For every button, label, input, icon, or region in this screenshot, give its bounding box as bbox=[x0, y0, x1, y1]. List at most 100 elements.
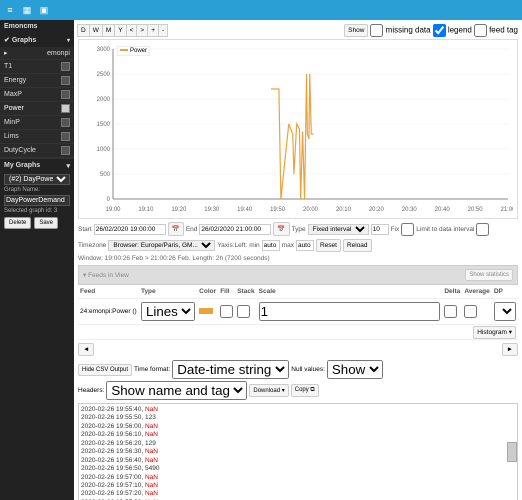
stack-check[interactable] bbox=[237, 305, 250, 318]
svg-text:3000: 3000 bbox=[97, 47, 111, 53]
prev-icon[interactable]: ◄ bbox=[78, 343, 94, 356]
window-info: Window: 19:00:26 Feb > 21:00:26 Feb. Len… bbox=[78, 255, 518, 262]
svg-text:19:20: 19:20 bbox=[171, 207, 187, 213]
copy-button[interactable]: Copy ⧉ bbox=[291, 384, 319, 397]
csv-row: 2020-02-26 19:56:40, NaN bbox=[81, 457, 515, 465]
ymin-input[interactable] bbox=[262, 240, 280, 251]
start-input[interactable] bbox=[94, 224, 166, 235]
feed-row[interactable]: Lims bbox=[0, 130, 74, 144]
feeds-table: FeedTypeColorFillStackScaleDeltaAverageD… bbox=[78, 285, 518, 340]
zoom-buttons: DWMY<>+- bbox=[78, 24, 168, 37]
type-select[interactable]: Lines bbox=[141, 302, 195, 321]
csv-row: 2020-02-26 19:57:20, NaN bbox=[81, 490, 515, 498]
delta-check[interactable] bbox=[444, 305, 457, 318]
feeds-panel-header[interactable]: ▾ Feeds in View Show statistics bbox=[78, 265, 518, 285]
calendar-icon[interactable]: 📅 bbox=[168, 222, 184, 236]
svg-text:19:10: 19:10 bbox=[138, 207, 154, 213]
avg-check[interactable] bbox=[464, 305, 477, 318]
fix-check[interactable] bbox=[401, 223, 414, 236]
tz-select[interactable]: Browser: Europe/Paris, GM... bbox=[108, 240, 215, 251]
delete-button[interactable]: Delete bbox=[4, 217, 31, 229]
csv-row: 2020-02-26 19:57:00, NaN bbox=[81, 474, 515, 482]
zoom-btn[interactable]: M bbox=[102, 24, 115, 37]
reload-button[interactable]: Reload bbox=[343, 239, 372, 252]
feed-row[interactable]: T1 bbox=[0, 60, 74, 74]
nullvalues-select[interactable]: Show bbox=[327, 360, 383, 379]
svg-text:2500: 2500 bbox=[97, 72, 111, 78]
hide-csv-button[interactable]: Hide CSV Output bbox=[78, 364, 132, 376]
chart[interactable]: Power 0 500 1000 1500 2000 2500 3000 19:00 19:10… bbox=[78, 39, 518, 219]
menu-icon[interactable]: ≡ bbox=[3, 3, 17, 17]
graph-name-label: Graph Name: bbox=[0, 187, 74, 193]
brand: Emoncms bbox=[0, 20, 74, 33]
csv-row: 2020-02-26 19:56:00, NaN bbox=[81, 423, 515, 431]
svg-text:20:10: 20:10 bbox=[336, 207, 352, 213]
app-icon[interactable]: ▣ bbox=[37, 3, 51, 17]
calendar-icon[interactable]: 📅 bbox=[273, 222, 289, 236]
svg-text:20:20: 20:20 bbox=[369, 207, 385, 213]
svg-text:2000: 2000 bbox=[97, 97, 111, 103]
sidebar: Emoncms ✔ Graphs▾ ▸ emonpi T1EnergyMaxPP… bbox=[0, 20, 74, 500]
csv-row: 2020-02-26 19:56:20, 129 bbox=[81, 440, 515, 448]
svg-text:20:40: 20:40 bbox=[435, 207, 451, 213]
end-input[interactable] bbox=[199, 224, 271, 235]
timeformat-select[interactable]: Date-time string bbox=[172, 360, 289, 379]
scale-input[interactable] bbox=[259, 302, 440, 321]
download-button[interactable]: Download ▾ bbox=[249, 384, 288, 397]
feed-row[interactable]: Energy bbox=[0, 74, 74, 88]
svg-text:19:50: 19:50 bbox=[270, 207, 286, 213]
tiles-icon[interactable]: ▦ bbox=[20, 3, 34, 17]
zoom-btn[interactable]: - bbox=[158, 24, 168, 37]
feed-row[interactable]: DutyCycle bbox=[0, 144, 74, 158]
color-swatch[interactable] bbox=[199, 308, 213, 314]
feed-row[interactable]: Power bbox=[0, 102, 74, 116]
feed-row[interactable]: MaxP bbox=[0, 88, 74, 102]
scrollbar-thumb[interactable] bbox=[507, 442, 517, 462]
node-row[interactable]: ▸ emonpi bbox=[0, 47, 74, 60]
csv-row: 2020-02-26 19:56:10, NaN bbox=[81, 431, 515, 439]
table-row: 24:emonpi:Power () Lines bbox=[78, 299, 518, 325]
type-select[interactable]: Fixed interval bbox=[308, 224, 369, 235]
csv-row: 2020-02-26 19:55:40, NaN bbox=[81, 406, 515, 414]
next-icon[interactable]: ► bbox=[502, 343, 518, 356]
csv-row: 2020-02-26 19:57:10, NaN bbox=[81, 482, 515, 490]
svg-text:19:40: 19:40 bbox=[237, 207, 253, 213]
range-controls: Start 📅 End 📅 Type Fixed interval Fix Li… bbox=[78, 222, 518, 236]
csv-toolbar: Hide CSV Output Time format: Date-time s… bbox=[78, 360, 518, 400]
histogram-button[interactable]: Histogram ▾ bbox=[473, 326, 516, 339]
feedtag-toggle[interactable]: feed tag bbox=[474, 24, 518, 37]
zoom-btn[interactable]: W bbox=[89, 24, 103, 37]
ymax-input[interactable] bbox=[296, 240, 314, 251]
graph-name-input[interactable] bbox=[4, 195, 70, 206]
limit-check[interactable] bbox=[476, 223, 489, 236]
headers-select[interactable]: Show name and tag bbox=[106, 381, 247, 400]
svg-text:19:30: 19:30 bbox=[204, 207, 220, 213]
save-button[interactable]: Save bbox=[34, 217, 58, 229]
chart-legend: Power bbox=[117, 46, 150, 56]
main-panel: DWMY<>+- Show missing data legend feed t… bbox=[74, 20, 522, 500]
svg-text:1500: 1500 bbox=[97, 122, 111, 128]
legend-toggle[interactable]: legend bbox=[433, 24, 472, 37]
graphs-header[interactable]: ✔ Graphs▾ bbox=[0, 33, 74, 47]
mygraphs-header[interactable]: My Graphs ▾ bbox=[0, 158, 74, 172]
fill-check[interactable] bbox=[220, 305, 233, 318]
svg-text:0: 0 bbox=[107, 197, 111, 203]
missing-data-toggle[interactable]: missing data bbox=[370, 24, 430, 37]
svg-text:500: 500 bbox=[100, 172, 111, 178]
feed-row[interactable]: MinP bbox=[0, 116, 74, 130]
csv-output[interactable]: 2020-02-26 19:55:40, NaN2020-02-26 19:55… bbox=[78, 403, 518, 500]
interval-input[interactable] bbox=[371, 224, 389, 235]
dp-select[interactable] bbox=[494, 302, 516, 321]
svg-text:20:30: 20:30 bbox=[402, 207, 418, 213]
svg-text:21:00: 21:00 bbox=[500, 207, 513, 213]
reset-button[interactable]: Reset bbox=[316, 239, 341, 252]
svg-text:1000: 1000 bbox=[97, 147, 111, 153]
svg-text:20:50: 20:50 bbox=[468, 207, 484, 213]
svg-text:20:00: 20:00 bbox=[303, 207, 319, 213]
csv-row: 2020-02-26 19:56:50, 5490 bbox=[81, 465, 515, 473]
svg-text:19:00: 19:00 bbox=[105, 207, 121, 213]
topbar: ≡ ▦ ▣ bbox=[0, 0, 522, 20]
show-button[interactable]: Show bbox=[344, 24, 368, 37]
graph-select[interactable]: (#2) DayPowerDemand bbox=[4, 174, 70, 185]
show-stats-button[interactable]: Show statistics bbox=[465, 269, 513, 281]
